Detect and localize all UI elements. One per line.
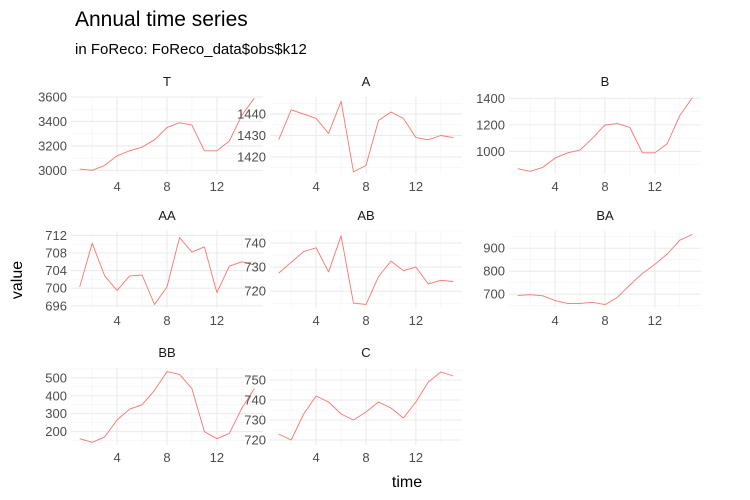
y-tick-label: 1430 xyxy=(237,128,266,143)
panel-C: C 720 730 740 750 4 8 12 xyxy=(244,345,462,465)
y-tick-label: 740 xyxy=(244,236,266,251)
series-line-BB xyxy=(79,371,255,443)
x-tick-label: 12 xyxy=(648,179,662,194)
y-tick-label: 3000 xyxy=(38,163,67,178)
y-tick-label: 3600 xyxy=(38,90,67,105)
y-tick-label: 300 xyxy=(45,406,67,421)
panel-strip-label: BB xyxy=(158,345,175,360)
x-tick-label: 8 xyxy=(362,313,369,328)
y-tick-label: 200 xyxy=(45,424,67,439)
panel-strip-label: A xyxy=(362,74,371,89)
panel-AB: AB 720 730 740 4 8 12 xyxy=(244,208,462,328)
panel-AA: AA 696 700 704 708 712 4 8 12 xyxy=(45,208,263,328)
y-tick-label: 720 xyxy=(244,433,266,448)
y-tick-label: 500 xyxy=(45,370,67,385)
y-tick-label: 1400 xyxy=(476,91,505,106)
chart-subtitle: in FoReco: FoReco_data$obs$k12 xyxy=(75,41,307,58)
panel-BB: BB 200 300 400 500 4 8 12 xyxy=(45,345,263,465)
y-tick-label: 700 xyxy=(45,281,67,296)
y-tick-label: 730 xyxy=(244,413,266,428)
panel-B: B 1000 1200 1400 4 8 12 xyxy=(476,74,701,194)
y-tick-label: 740 xyxy=(244,393,266,408)
series-line-AB xyxy=(278,235,454,305)
x-tick-label: 8 xyxy=(163,313,170,328)
chart-title: Annual time series xyxy=(75,8,248,31)
panel-strip-label: T xyxy=(163,74,171,89)
facet-panels: T 3000 3200 3400 3600 4 8 12 A 1420 1430 1440 4 8 12 B 1… xyxy=(38,74,701,465)
x-tick-label: 8 xyxy=(163,450,170,465)
x-axis-title: time xyxy=(392,474,422,491)
y-tick-label: 720 xyxy=(244,284,266,299)
x-tick-label: 4 xyxy=(313,450,320,465)
x-tick-label: 4 xyxy=(114,450,121,465)
x-tick-label: 12 xyxy=(210,313,224,328)
x-tick-label: 12 xyxy=(210,179,224,194)
x-tick-label: 4 xyxy=(552,179,559,194)
x-tick-label: 4 xyxy=(552,313,559,328)
y-tick-label: 704 xyxy=(45,263,67,278)
series-line-B xyxy=(517,97,693,172)
x-tick-label: 4 xyxy=(313,313,320,328)
x-tick-label: 8 xyxy=(601,313,608,328)
panel-T: T 3000 3200 3400 3600 4 8 12 xyxy=(38,74,263,194)
y-tick-label: 1200 xyxy=(476,117,505,132)
y-tick-label: 800 xyxy=(483,264,505,279)
panel-strip-label: C xyxy=(361,345,370,360)
x-tick-label: 4 xyxy=(313,179,320,194)
y-tick-label: 712 xyxy=(45,228,67,243)
y-tick-label: 1000 xyxy=(476,144,505,159)
y-tick-label: 696 xyxy=(45,298,67,313)
x-tick-label: 12 xyxy=(409,450,423,465)
x-tick-label: 12 xyxy=(409,313,423,328)
x-tick-label: 8 xyxy=(163,179,170,194)
x-tick-label: 12 xyxy=(210,450,224,465)
panel-BA: BA 700 800 900 4 8 12 xyxy=(483,208,701,328)
y-tick-label: 3400 xyxy=(38,114,67,129)
series-line-BA xyxy=(517,233,693,306)
y-tick-label: 1420 xyxy=(237,149,266,164)
x-tick-label: 4 xyxy=(114,179,121,194)
series-line-AA xyxy=(79,237,255,305)
panel-strip-label: BA xyxy=(596,208,614,223)
y-tick-label: 730 xyxy=(244,260,266,275)
y-axis-title: value xyxy=(9,261,26,299)
y-tick-label: 1440 xyxy=(237,107,266,122)
x-tick-label: 8 xyxy=(362,450,369,465)
panel-strip-label: B xyxy=(601,74,610,89)
series-line-T xyxy=(79,97,255,171)
y-tick-label: 400 xyxy=(45,388,67,403)
y-tick-label: 700 xyxy=(483,287,505,302)
series-line-C xyxy=(278,371,454,441)
x-tick-label: 12 xyxy=(409,179,423,194)
x-tick-label: 8 xyxy=(362,179,369,194)
panel-A: A 1420 1430 1440 4 8 12 xyxy=(237,74,462,194)
y-tick-label: 3200 xyxy=(38,138,67,153)
y-tick-label: 900 xyxy=(483,241,505,256)
y-tick-label: 750 xyxy=(244,373,266,388)
x-tick-label: 8 xyxy=(601,179,608,194)
series-line-A xyxy=(278,100,454,173)
x-tick-label: 4 xyxy=(114,313,121,328)
panel-strip-label: AB xyxy=(357,208,374,223)
x-tick-label: 12 xyxy=(648,313,662,328)
y-tick-label: 708 xyxy=(45,246,67,261)
panel-strip-label: AA xyxy=(158,208,176,223)
